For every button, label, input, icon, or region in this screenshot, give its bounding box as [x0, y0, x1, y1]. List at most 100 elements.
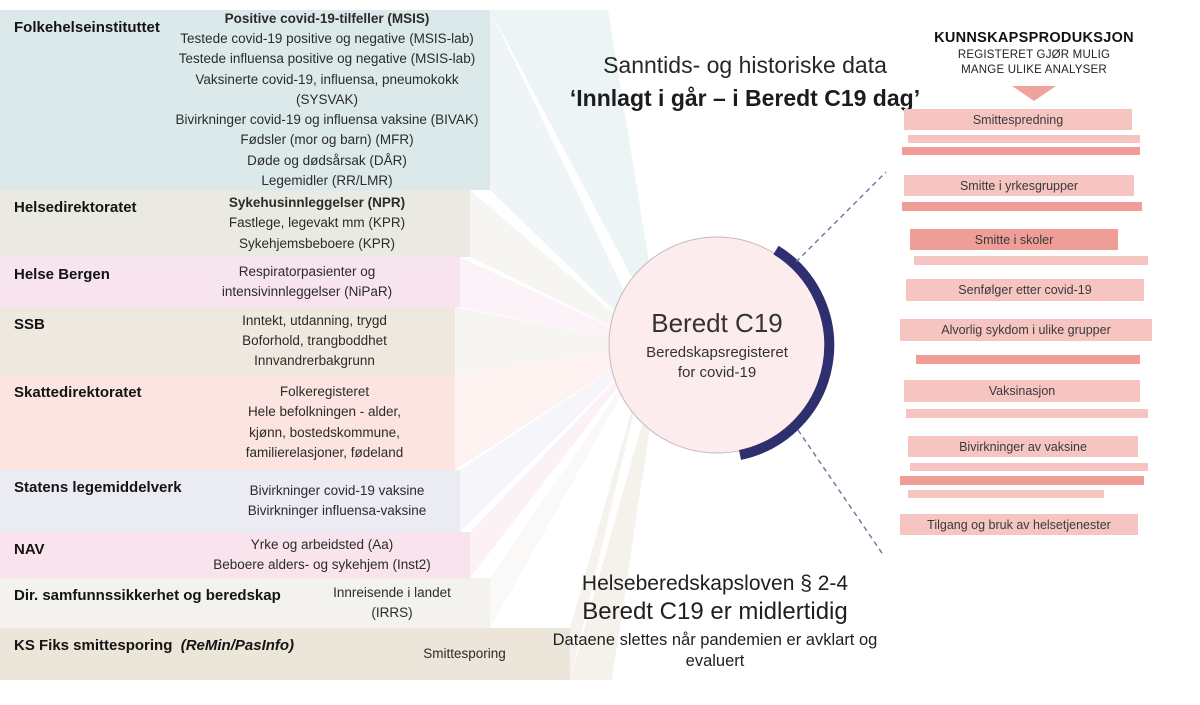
source-name: Statens legemiddelverk [14, 479, 182, 496]
analysis-bar: Tilgang og bruk av helsetjenester [900, 514, 1138, 535]
knowledge-subheading-2: MANGE ULIKE ANALYSER [961, 64, 1107, 76]
dashed-connector-bottom [797, 429, 885, 557]
realtime-note-line2: ‘Innlagt i går – i Beredt C19 dag’ [569, 85, 921, 111]
source-item: Hele befolkningen - alder, [247, 404, 402, 420]
circle-subtitle-1: Beredskapsregisteret [646, 344, 788, 361]
source-item: Fødsler (mor og barn) (MFR) [240, 132, 414, 148]
source-row-skattedirektoratet: Skattedirektoratet Folkeregisteret Hele … [0, 375, 455, 470]
source-item: Beboere alders- og sykehjem (Inst2) [213, 557, 431, 572]
source-name: Helse Bergen [14, 266, 110, 283]
source-name-note: (ReMin/PasInfo) [180, 637, 295, 654]
source-name: Dir. samfunnssikkerhet og beredskap [14, 587, 281, 604]
source-item: Boforhold, trangboddhet [242, 332, 387, 348]
analysis-strip [910, 463, 1148, 471]
analysis-strip [900, 476, 1144, 485]
source-item: Bivirkninger covid-19 og influensa vaksi… [175, 112, 479, 128]
source-row-helsedirektoratet: Helsedirektoratet Sykehusinnleggelser (N… [0, 190, 470, 257]
source-name: SSB [14, 316, 45, 333]
analysis-bar: Alvorlig sykdom i ulike grupper [900, 319, 1152, 341]
source-item: familierelasjoner, fødeland [245, 444, 404, 460]
source-items: Inntekt, utdanning, trygd Boforhold, tra… [174, 307, 455, 375]
source-items: Sykehusinnleggelser (NPR) Fastlege, lege… [164, 190, 470, 257]
analysis-bar: Bivirkninger av vaksine [908, 436, 1138, 457]
source-row-statens-legemiddelverk: Statens legemiddelverk Bivirkninger covi… [0, 470, 460, 532]
source-item: Fastlege, legevakt mm (KPR) [228, 215, 406, 231]
source-item: Respiratorpasienter og [238, 263, 376, 279]
source-item: intensivinnleggelser (NiPaR) [221, 284, 393, 299]
knowledge-subheading-1: REGISTERET GJØR MULIG [957, 49, 1111, 61]
analysis-label: Smitte i yrkesgrupper [959, 178, 1079, 193]
source-items: Positive covid-19-tilfeller (MSIS) Teste… [164, 10, 490, 190]
source-row-ssb: SSB Inntekt, utdanning, trygd Boforhold,… [0, 307, 455, 375]
source-name: Helsedirektoratet [14, 199, 137, 216]
knowledge-heading: KUNNSKAPSPRODUKSJON [934, 30, 1134, 46]
source-name-text: KS Fiks smittesporing [14, 637, 173, 654]
analysis-label: Vaksinasjon [988, 384, 1056, 398]
analysis-strip [914, 256, 1148, 265]
source-name: Folkehelseinstituttet [14, 19, 160, 36]
source-item: kjønn, bostedskommune, [249, 424, 400, 440]
source-items: Respiratorpasienter og intensivinnleggel… [154, 257, 460, 307]
source-row-ks-fiks: KS Fiks smittesporing (ReMin/PasInfo) Sm… [0, 628, 570, 680]
legal-note-line1: Helseberedskapsloven § 2-4 [581, 572, 849, 595]
down-arrow-icon [1012, 86, 1056, 101]
source-name: Skattedirektoratet [14, 384, 142, 401]
circle-subtitle-2: for covid-19 [677, 364, 757, 382]
analysis-strip [908, 135, 1140, 143]
analysis-strip [906, 409, 1148, 418]
legal-note: Helseberedskapsloven § 2-4 Beredt C19 er… [505, 572, 925, 673]
source-item: Positive covid-19-tilfeller (MSIS) [224, 10, 430, 26]
source-item: Yrke og arbeidsted (Aa) [250, 536, 394, 552]
legal-note-line2: Beredt C19 er midlertidig [582, 598, 848, 625]
source-item: Inntekt, utdanning, trygd [242, 312, 387, 328]
knowledge-column: KUNNSKAPSPRODUKSJON REGISTERET GJØR MULI… [900, 30, 1168, 535]
source-row-nav: NAV Yrke og arbeidsted (Aa) Beboere alde… [0, 532, 470, 578]
analysis-label: Bivirkninger av vaksine [959, 439, 1087, 454]
source-row-folkehelseinstituttet: Folkehelseinstituttet Positive covid-19-… [0, 10, 490, 190]
source-row-helse-bergen: Helse Bergen Respiratorpasienter og inte… [0, 257, 460, 307]
source-name: NAV [14, 541, 45, 558]
source-item: (IRRS) [371, 605, 413, 620]
analysis-bar: Smitte i skoler [910, 229, 1118, 250]
analysis-strip [902, 202, 1142, 211]
source-items: Yrke og arbeidsted (Aa) Beboere alders- … [174, 532, 470, 578]
analysis-label: Tilgang og bruk av helsetjenester [927, 517, 1111, 532]
source-item: Sykehjemsbeboere (KPR) [238, 235, 396, 251]
source-item: Døde og dødsårsak (DÅR) [247, 152, 407, 168]
source-item: Testede covid-19 positive og negative (M… [180, 31, 474, 47]
analysis-label: Smittespredning [972, 112, 1064, 127]
analysis-strip [902, 147, 1140, 155]
realtime-note: Sanntids- og historiske data ‘Innlagt i … [540, 52, 950, 112]
analysis-bar: Smittespredning [904, 109, 1132, 130]
source-item: Legemidler (RR/LMR) [261, 172, 393, 188]
source-item: Smittesporing [423, 645, 506, 661]
legal-note-line4: evaluert [685, 652, 745, 671]
analysis-label: Senfølger etter covid-19 [958, 283, 1092, 297]
source-name: KS Fiks smittesporing (ReMin/PasInfo) [0, 628, 359, 680]
source-items: Bivirkninger covid-19 vaksine Bivirkning… [214, 470, 460, 532]
source-items: Folkeregisteret Hele befolkningen - alde… [194, 375, 455, 470]
source-item: Folkeregisteret [279, 384, 370, 399]
analysis-label: Smitte i skoler [974, 232, 1054, 247]
source-item: Innreisende i landet [333, 584, 451, 600]
source-item: Innvandrerbakgrunn [254, 353, 375, 369]
circle-title: Beredt C19 [651, 308, 783, 338]
analysis-strip [908, 490, 1104, 498]
analysis-label: Alvorlig sykdom i ulike grupper [941, 323, 1111, 337]
source-item: Bivirkninger covid-19 vaksine [249, 482, 425, 498]
realtime-note-line1: Sanntids- og historiske data [603, 52, 887, 78]
analysis-bar: Vaksinasjon [904, 380, 1140, 402]
dashed-connector-top [795, 171, 887, 263]
analysis-bars: Smittespredning Smitte i yrkesgrupper Sm… [900, 103, 1168, 535]
source-rows: Folkehelseinstituttet Positive covid-19-… [0, 10, 570, 680]
source-item: Testede influensa positive og negative (… [178, 51, 476, 67]
source-item: Bivirkninger influensa-vaksine [247, 503, 427, 518]
source-row-dsb: Dir. samfunnssikkerhet og beredskap Innr… [0, 578, 490, 628]
analysis-bar: Smitte i yrkesgrupper [904, 175, 1134, 196]
source-item: Vaksinerte covid-19, influensa, pneumoko… [195, 71, 459, 107]
source-items: Smittesporing [359, 628, 570, 680]
source-items: Innreisende i landet (IRRS) [294, 578, 490, 628]
analysis-strip [916, 355, 1140, 364]
circle-label: Beredt C19 Beredskapsregisteret for covi… [622, 308, 812, 384]
